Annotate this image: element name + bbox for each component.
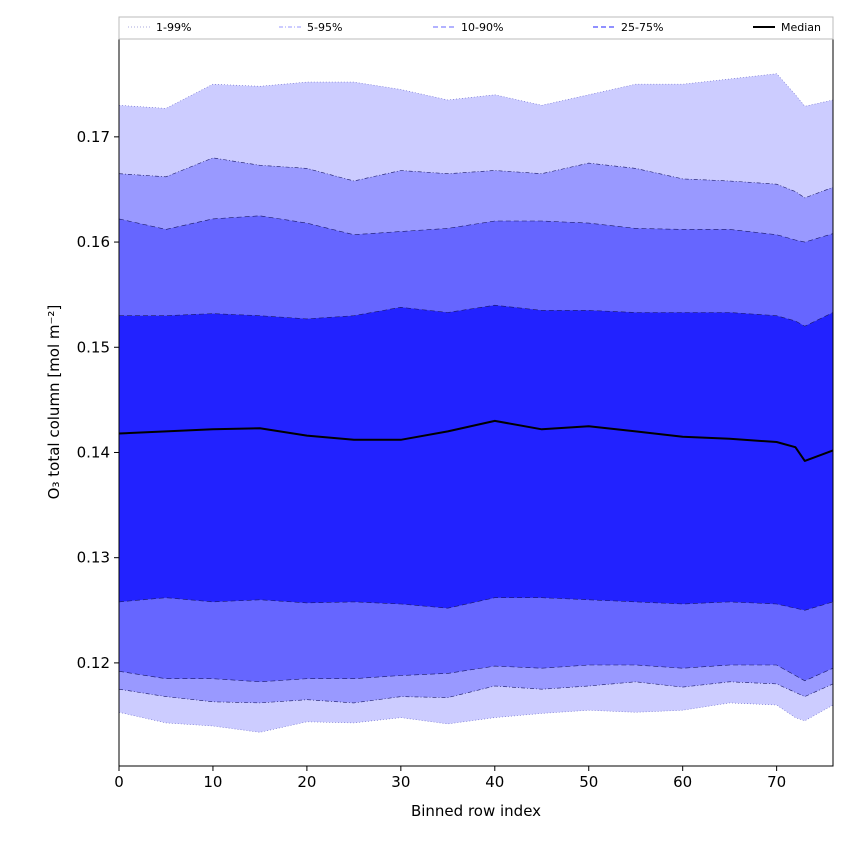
band-5-95-upper-edge	[118, 157, 834, 199]
band-1-99-lower-edge	[118, 702, 834, 733]
band-10-90-upper-edge	[118, 215, 834, 243]
legend-label-10-90: 10-90%	[461, 21, 503, 34]
y-tick-label: 0.13	[77, 549, 110, 567]
y-tick-label: 0.12	[77, 654, 110, 672]
legend-label-5-95: 5-95%	[307, 21, 342, 34]
median-series	[118, 419, 834, 462]
x-tick-label: 70	[767, 773, 786, 791]
band-25-75-area	[119, 305, 833, 611]
legend-entries: 1-99% 5-95% 10-90% 25-75% Median	[128, 21, 821, 34]
y-tick-label: 0.15	[77, 338, 110, 356]
y-tick-label: 0.16	[77, 233, 110, 251]
band-25-75-lower-edge	[118, 597, 834, 611]
legend-label-1-99: 1-99%	[156, 21, 191, 34]
legend-box	[118, 16, 834, 40]
legend-label-Median: Median	[781, 21, 821, 34]
x-tick-label: 60	[673, 773, 692, 791]
x-axis-label: Binned row index	[411, 802, 541, 820]
band-5-95-lower-edge	[118, 681, 834, 704]
y-tick-label: 0.17	[77, 128, 110, 146]
y-axis-ticks: 0.12 0.13 0.14 0.15 0.16 0.17	[77, 128, 119, 672]
y-axis-label: O₃ total column [mol m⁻²]	[45, 305, 63, 500]
x-tick-label: 10	[203, 773, 222, 791]
median-line	[118, 419, 834, 462]
x-tick-label: 50	[579, 773, 598, 791]
band-10-90-lower-edge	[118, 664, 834, 683]
x-tick-label: 20	[297, 773, 316, 791]
x-tick-label: 40	[485, 773, 504, 791]
y-tick-label: 0.14	[77, 443, 110, 461]
x-axis-ticks: 0 10 20 30 40 50 60 70	[114, 766, 786, 791]
legend: 1-99% 5-95% 10-90% 25-75% Median	[118, 16, 834, 40]
band-1-99-upper-edge	[118, 73, 834, 109]
band-25-75-upper-edge	[119, 304, 834, 327]
x-tick-label: 30	[391, 773, 410, 791]
legend-label-25-75: 25-75%	[621, 21, 663, 34]
percentile-bands	[118, 73, 834, 733]
x-tick-label: 0	[114, 773, 124, 791]
